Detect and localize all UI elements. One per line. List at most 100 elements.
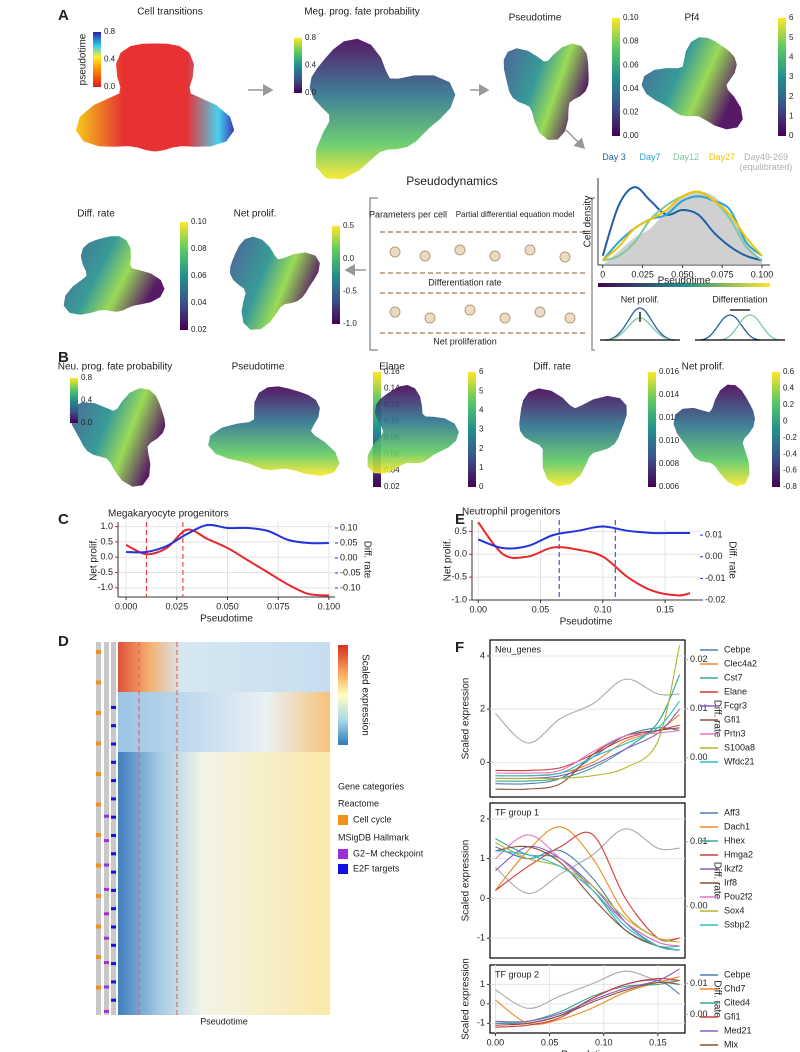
colorbar-tick: -0.8 — [783, 482, 797, 491]
y-tick-label: -0.5 — [451, 572, 467, 582]
umap — [208, 386, 340, 476]
anno-cell — [111, 797, 116, 801]
y2-tick-label: 0.00 — [705, 551, 723, 561]
y-label: Net prolif. — [89, 538, 100, 581]
chart-title: TF group 1 — [495, 807, 539, 817]
pd-label: Net proliferation — [433, 336, 497, 346]
pseudodynamics-title: Pseudodynamics — [406, 174, 497, 188]
y-label: Scaled expression — [461, 840, 472, 922]
legend-label: Elane — [724, 686, 747, 696]
legend-swatch — [338, 864, 348, 874]
anno-cell — [104, 863, 109, 867]
colorbar-tick: -1.0 — [343, 319, 357, 328]
panel-label: F — [455, 639, 464, 656]
y2-label: Diff. rate — [711, 980, 722, 1018]
series-line — [602, 190, 763, 262]
colorbar-title: Scaled expression — [359, 654, 370, 736]
y2-tick-label: 0.01 — [690, 978, 708, 988]
colorbar-tick: 4 — [789, 52, 794, 61]
panel-label: A — [58, 7, 69, 24]
x-tick-label: 0.025 — [631, 269, 654, 279]
umap-title: Pseudotime — [509, 13, 562, 24]
anno-cell — [96, 985, 101, 990]
colorbar-tick: 0.0 — [81, 418, 93, 427]
anno-cell — [104, 1009, 109, 1013]
x-tick-label: 0.15 — [649, 1037, 667, 1047]
series-line — [477, 521, 691, 597]
legend-label: Fcgr3 — [724, 700, 747, 710]
y-label: Scaled expression — [461, 958, 472, 1040]
panel-label: B — [58, 349, 69, 366]
legend-label: Day 3 — [602, 152, 626, 162]
series-line — [126, 523, 329, 554]
anno-cell — [111, 980, 116, 984]
colorbar-tick: 0.6 — [783, 367, 795, 376]
colorbar-tick: 2 — [789, 92, 794, 101]
colorbar-tick: 3 — [789, 72, 794, 81]
legend-label: Pou2f2 — [724, 891, 753, 901]
colorbar-tick: 0.4 — [104, 55, 116, 64]
y2-tick-label: -0.02 — [705, 594, 726, 604]
umap-title: Diff. rate — [77, 209, 115, 220]
sketch-label: Net prolif. — [621, 294, 660, 304]
y2-label: Diff. rate — [711, 862, 722, 900]
series-line — [495, 977, 680, 1028]
colorbar-tick: 0.4 — [783, 384, 795, 393]
x-tick-label: 0.05 — [532, 604, 550, 614]
x-tick-label: 0.000 — [115, 601, 138, 611]
y-tick-label: 2 — [480, 813, 485, 823]
anno-cell — [111, 760, 116, 764]
y2-tick-label: 0.01 — [690, 703, 708, 713]
colorbar-tick: 0 — [789, 131, 794, 140]
y2-tick-label: 0.00 — [690, 1009, 708, 1019]
x-tick-label: 0 — [600, 269, 605, 279]
colorbar-tick: 6 — [789, 13, 794, 22]
legend-label: Day49-269 (equilibrated) — [739, 152, 793, 172]
colorbar-label: pseudotime — [78, 33, 89, 85]
series-line — [495, 700, 681, 777]
colorbar-tick: 4 — [479, 405, 484, 414]
umap-title: Meg. prog. fate probability — [304, 7, 420, 18]
colorbar — [373, 372, 381, 487]
colorbar-tick: 0.012 — [659, 413, 680, 422]
colorbar-tick: 3 — [479, 425, 484, 434]
anno-cell — [104, 912, 109, 916]
y-tick-label: 2 — [480, 704, 485, 714]
colorbar-tick: 0.06 — [191, 271, 207, 280]
colorbar-tick: -0.2 — [783, 433, 797, 442]
colorbar-tick: 0.0 — [104, 82, 116, 91]
colorbar-tick: 0.016 — [659, 367, 680, 376]
legend-label: Irf8 — [724, 877, 737, 887]
legend-item: Cell cycle — [353, 814, 392, 824]
legend-label: Clec4a2 — [724, 658, 757, 668]
anno-cell — [96, 894, 101, 898]
series-line — [495, 968, 680, 1023]
y2-tick-label: 0.00 — [690, 752, 708, 762]
legend-group: Reactome — [338, 798, 379, 808]
series-line — [495, 674, 681, 782]
umap-title: Diff. rate — [533, 362, 571, 373]
pd-header: Parameters per cell — [369, 209, 447, 219]
y-tick-label: 0.5 — [100, 536, 113, 546]
anno-cell — [96, 741, 101, 746]
colorbar — [648, 372, 656, 487]
colorbar-tick: -0.6 — [783, 466, 797, 475]
legend-label: Dach1 — [724, 821, 750, 831]
y-tick-label: 0.5 — [454, 526, 467, 536]
umap-title: Net prolif. — [682, 362, 725, 373]
legend-item: Day27 — [709, 152, 735, 162]
colorbar-tick: 1 — [789, 111, 794, 120]
anno-cell — [111, 852, 116, 856]
y-tick-label: 0.0 — [100, 552, 113, 562]
chart-title: Neu_genes — [495, 644, 542, 654]
anno-cell — [111, 998, 116, 1002]
legend-title: Gene categories — [338, 781, 405, 791]
anno-cell — [96, 772, 101, 776]
legend-label: Mlx — [724, 1039, 738, 1049]
legend-item: Day7 — [639, 152, 660, 162]
legend-label: Hhex — [724, 835, 746, 845]
umap — [230, 236, 320, 330]
colorbar — [180, 222, 188, 330]
legend-label: Cited4 — [724, 997, 750, 1007]
